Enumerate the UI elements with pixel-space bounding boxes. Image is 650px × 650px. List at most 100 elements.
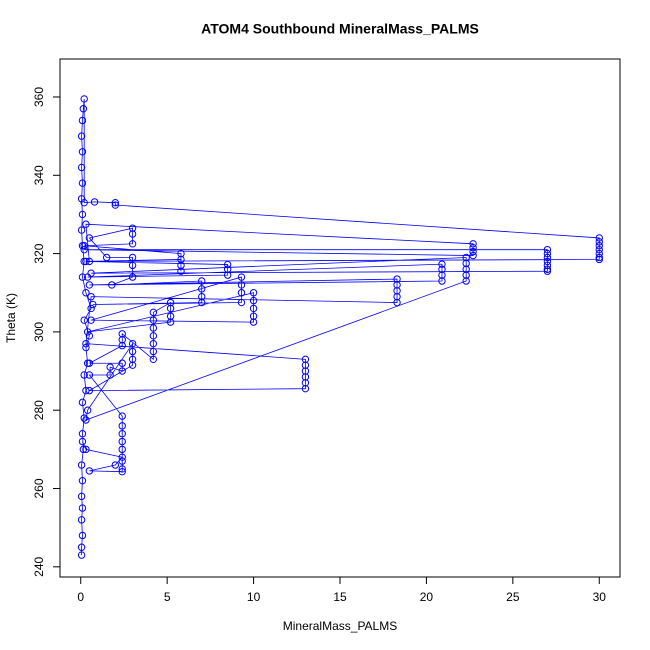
data-point (223, 260, 232, 269)
data-point (149, 332, 158, 340)
data-point (438, 271, 446, 279)
data-point (438, 277, 446, 285)
data-point (78, 273, 87, 281)
data-point (78, 437, 87, 446)
data-point (85, 467, 94, 475)
data-point (78, 148, 87, 156)
data-point (80, 371, 88, 379)
data-point (80, 414, 88, 422)
plot-frame (59, 58, 621, 578)
data-point (78, 116, 87, 125)
data-point (83, 328, 92, 336)
data-point (301, 379, 310, 387)
data-point (393, 287, 401, 295)
data-point (118, 429, 126, 438)
data-point (223, 265, 232, 273)
data-point (543, 261, 552, 270)
data-point (128, 339, 137, 348)
data-point (237, 298, 246, 307)
data-point (128, 230, 137, 238)
data-point (301, 384, 310, 393)
data-point (249, 289, 258, 297)
data-point (90, 198, 99, 206)
data-point (462, 271, 470, 279)
data-point (80, 245, 88, 254)
data-point (85, 281, 94, 289)
data-point (82, 289, 90, 297)
data-point (77, 516, 86, 524)
x-tick-label: 10 (247, 590, 261, 604)
x-tick-label: 25 (506, 590, 520, 604)
data-point (118, 412, 126, 420)
data-point (80, 242, 88, 250)
data-point (128, 240, 137, 248)
data-point (77, 163, 86, 172)
data-point (83, 406, 92, 414)
data-point (393, 275, 401, 283)
data-point (118, 330, 126, 338)
data-point (118, 341, 126, 350)
data-point (462, 265, 470, 273)
data-point (469, 251, 477, 260)
data-point (118, 445, 126, 454)
data-point (149, 316, 158, 324)
data-point (128, 361, 137, 369)
data-point (118, 359, 126, 367)
data-point (78, 476, 87, 485)
data-point (82, 343, 90, 352)
x-tick-label: 5 (164, 590, 171, 604)
data-point (106, 363, 114, 371)
data-point (438, 260, 446, 268)
data-point (595, 242, 603, 250)
data-point (85, 332, 94, 340)
data-point (469, 244, 477, 252)
data-point (118, 437, 126, 446)
data-point (128, 253, 137, 262)
y-tick-label: 340 (32, 165, 46, 185)
data-point (249, 304, 258, 313)
x-axis-label: MineralMass_PALMS (283, 619, 397, 633)
data-point (149, 347, 158, 356)
data-point (87, 316, 95, 324)
x-tick-label: 30 (593, 590, 607, 604)
data-point (82, 220, 90, 228)
data-point (77, 551, 86, 559)
x-tick-label: 0 (77, 590, 84, 604)
data-point (237, 281, 246, 289)
data-point (128, 347, 137, 356)
data-point (237, 289, 246, 297)
data-point (106, 371, 114, 379)
data-point (85, 371, 94, 379)
data-point (543, 249, 552, 258)
data-point (78, 210, 87, 219)
data-point (166, 304, 175, 313)
x-tick-label: 15 (333, 590, 347, 604)
data-point (111, 461, 120, 469)
data-point (77, 492, 86, 501)
data-point (595, 245, 603, 254)
y-tick-label: 360 (32, 87, 46, 107)
data-point (77, 132, 86, 140)
data-point (118, 457, 126, 465)
data-point (80, 95, 88, 103)
data-point (78, 398, 87, 407)
data-point (301, 373, 310, 381)
data-point (128, 273, 137, 281)
data-point (118, 453, 126, 461)
y-tick-label: 260 (32, 478, 46, 498)
data-point (102, 253, 111, 262)
data-point (166, 312, 175, 320)
data-point (87, 292, 95, 301)
data-point (462, 277, 470, 285)
data-point (85, 257, 94, 266)
data-point (469, 247, 477, 256)
data-point (118, 467, 126, 476)
data-point (149, 339, 158, 348)
y-tick-label: 320 (32, 243, 46, 263)
data-point (77, 461, 86, 469)
data-point (108, 281, 116, 289)
data-point (543, 245, 552, 254)
data-point (78, 504, 87, 512)
data-point (85, 386, 94, 395)
